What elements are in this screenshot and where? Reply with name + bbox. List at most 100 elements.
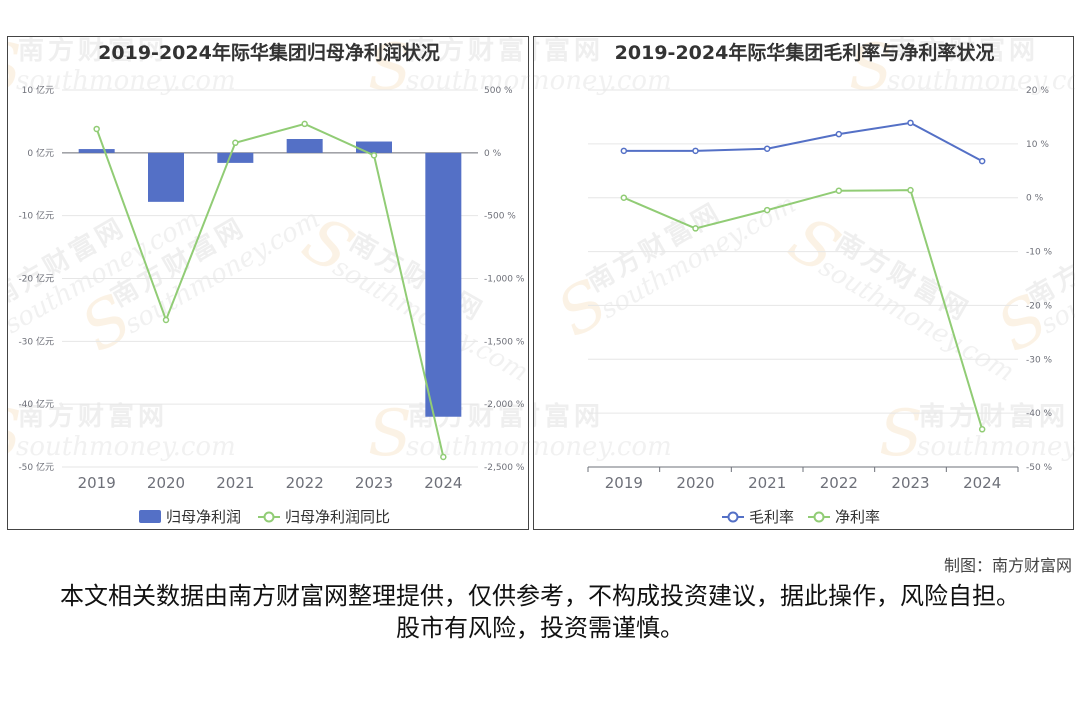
left-axis-tick-label: -20 亿元 [18, 273, 54, 285]
svg-text:南方财富网: 南方财富网 [408, 37, 530, 66]
point-net-margin [692, 225, 699, 232]
point-net-margin [978, 426, 986, 433]
point-net-profit-yoy [93, 125, 100, 133]
right-axis-tick-label: -30 % [1026, 355, 1053, 365]
x-axis-tick-label: 2019 [78, 474, 116, 492]
right-axis-tick-label: -10 % [1026, 248, 1053, 258]
svg-text:南方财富网: 南方财富网 [534, 37, 604, 66]
legend-label: 毛利率 [749, 508, 794, 526]
point-gross-margin [692, 147, 699, 155]
left-axis-tick-label: -10 亿元 [18, 210, 54, 222]
x-axis-tick-label: 2022 [820, 474, 858, 492]
right-axis-tick-label: 0 % [1026, 194, 1044, 204]
point-net-margin [907, 186, 914, 194]
svg-text:南方财富网: 南方财富网 [889, 37, 1039, 66]
point-net-margin [763, 206, 771, 214]
right-axis-tick-label: -1,500 % [484, 337, 525, 347]
margin-chart-panel: S南方财富网southmoney.comS南方财富网southmoney.com… [533, 36, 1075, 530]
line-net-margin [623, 189, 984, 430]
point-gross-margin [763, 145, 771, 152]
svg-text:S: S [368, 37, 412, 105]
point-net-profit-yoy [232, 139, 239, 147]
right-axis-tick-label: -50 % [1026, 463, 1053, 473]
bar-net-profit [78, 149, 115, 153]
point-net-margin [620, 194, 628, 201]
svg-text:southmoney.com: southmoney.com [917, 432, 1075, 462]
point-gross-margin [620, 147, 628, 155]
point-net-profit-yoy [440, 453, 447, 461]
x-axis-tick-label: 2020 [676, 474, 714, 492]
legend-label: 归母净利润同比 [285, 508, 390, 526]
legend-bar-swatch [139, 510, 161, 523]
svg-text:南方财富网: 南方财富网 [18, 37, 168, 66]
left-axis-tick-label: 0 亿元 [27, 147, 54, 159]
svg-text:southmoney.com: southmoney.com [887, 66, 1075, 96]
x-axis-tick-label: 2020 [147, 474, 185, 492]
right-axis-tick-label: -1,000 % [484, 275, 525, 285]
legend-label: 归母净利润 [166, 508, 241, 526]
svg-text:S: S [8, 37, 22, 105]
x-axis-tick-label: 2023 [891, 474, 929, 492]
left-axis-tick-label: -30 亿元 [18, 335, 54, 347]
bar-net-profit [356, 141, 392, 153]
bar-net-profit [425, 152, 462, 417]
svg-text:南方财富网: 南方财富网 [534, 401, 604, 432]
point-net-profit-yoy [370, 152, 378, 159]
net-profit-chart: S南方财富网southmoney.comS南方财富网southmoney.com… [8, 37, 530, 526]
net-profit-chart-panel: S南方财富网southmoney.comS南方财富网southmoney.com… [7, 36, 530, 530]
legend-line-marker [813, 511, 825, 523]
svg-text:southmoney.com: southmoney.com [534, 432, 672, 462]
svg-text:南方财富网: 南方财富网 [18, 401, 168, 432]
right-axis-tick-label: -20 % [1026, 301, 1053, 311]
chart-title: 2019-2024年际华集团归母净利润状况 [98, 41, 440, 64]
svg-text:S: S [849, 37, 893, 105]
chart-title: 2019-2024年际华集团毛利率与净利率状况 [615, 41, 995, 64]
point-net-profit-yoy [301, 120, 308, 128]
x-axis-tick-label: 2019 [605, 474, 643, 492]
right-axis-tick-label: -500 % [484, 212, 516, 222]
left-axis-tick-label: 10 亿元 [22, 84, 54, 96]
right-axis-tick-label: 500 % [484, 86, 513, 96]
point-net-profit-yoy [162, 316, 170, 324]
svg-text:southmoney.com: southmoney.com [406, 66, 530, 96]
right-axis-tick-label: 10 % [1026, 140, 1049, 150]
x-axis-tick-label: 2021 [748, 474, 786, 492]
svg-text:southmoney.com: southmoney.com [16, 432, 236, 462]
x-axis-tick-label: 2022 [286, 474, 324, 492]
svg-text:S: S [8, 397, 22, 471]
line-gross-margin [623, 121, 983, 162]
legend-line-marker [727, 511, 739, 523]
left-axis-tick-label: -50 亿元 [18, 461, 54, 473]
right-axis-tick-label: -2,500 % [484, 463, 525, 473]
svg-text:southmoney.com: southmoney.com [534, 66, 672, 96]
bar-net-profit [217, 152, 254, 163]
x-axis-tick-label: 2024 [424, 474, 462, 492]
x-axis-tick-label: 2024 [963, 474, 1001, 492]
line-net-profit-yoy [95, 122, 445, 458]
point-gross-margin [978, 157, 986, 165]
point-gross-margin [835, 130, 843, 138]
point-gross-margin [907, 119, 914, 127]
left-axis-tick-label: -40 亿元 [18, 398, 54, 410]
margin-chart: S南方财富网southmoney.comS南方财富网southmoney.com… [534, 37, 1075, 526]
svg-text:S: S [368, 397, 412, 471]
svg-text:southmoney.com: southmoney.com [16, 66, 236, 96]
chart-credit: 制图：南方财富网 [943, 556, 1072, 575]
svg-text:S: S [879, 397, 923, 471]
right-axis-tick-label: -2,000 % [484, 400, 525, 410]
x-axis-tick-label: 2021 [216, 474, 254, 492]
legend-line-marker [263, 511, 275, 523]
right-axis-tick-label: 0 % [484, 149, 502, 159]
svg-text:southmoney.com: southmoney.com [406, 432, 530, 462]
right-axis-tick-label: 20 % [1026, 86, 1049, 96]
legend-label: 净利率 [835, 508, 880, 526]
